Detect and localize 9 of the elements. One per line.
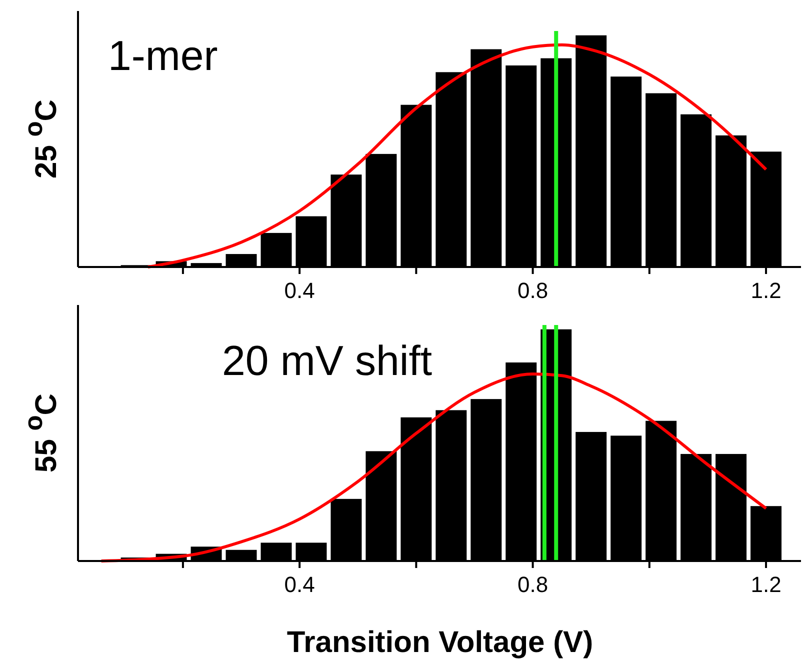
annotation: 1-mer <box>108 32 218 79</box>
x-tick-label: 1.2 <box>750 572 782 597</box>
x-tick-label: 0.4 <box>284 278 315 303</box>
x-tick-label: 0.8 <box>517 572 548 597</box>
x-tick-label: 0.8 <box>517 278 548 303</box>
x-tick-label: 0.4 <box>284 572 315 597</box>
annotation: 20 mV shift <box>222 337 432 384</box>
x-tick-label: 1.2 <box>750 278 782 303</box>
x-axis-title: Transition Voltage (V) <box>286 626 594 659</box>
